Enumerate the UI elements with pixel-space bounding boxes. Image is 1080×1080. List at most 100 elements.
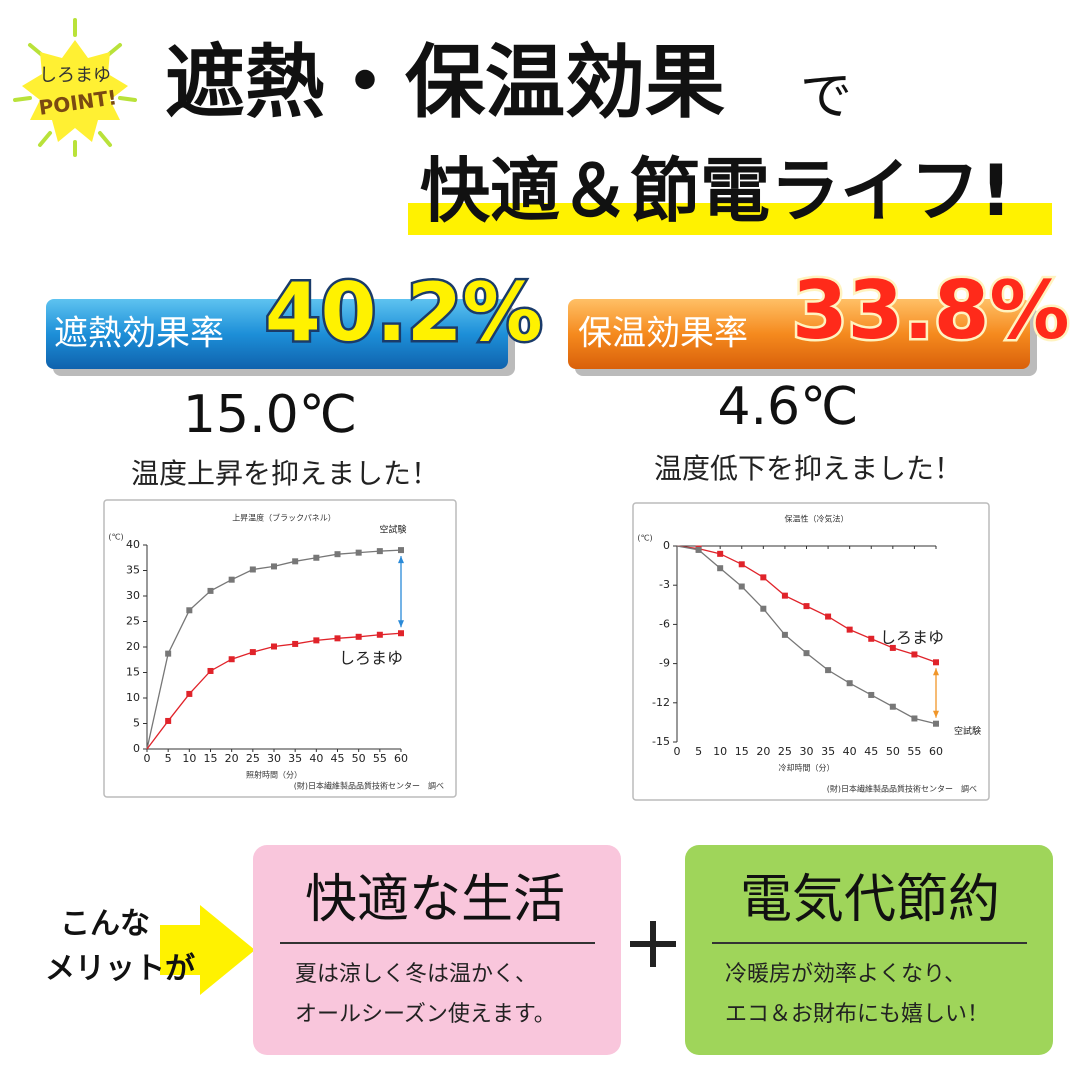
banner-bg [568,299,1030,369]
merit-text: 夏は涼しく冬は温かく、 [295,962,537,987]
point [376,631,383,638]
merit-box [253,845,621,1055]
point [933,720,939,727]
point [933,659,939,666]
stat-value: 40.2% [265,266,543,359]
point [207,667,214,674]
x-tick-label: 40 [309,752,323,765]
chart: 上昇温度（ブラックパネル） (℃) 0 5 10 15 20 25 30 35 40 0 5 10 15 20… [103,499,457,798]
stat-label: 保温効果率 [578,314,748,354]
y-tick-label: 30 [126,589,140,602]
x-tick-label: 55 [907,745,921,758]
charts: 上昇温度（ブラックパネル） (℃) 0 5 10 15 20 25 30 35 40 0 5 10 15 20… [103,499,990,801]
headline-main: 遮熱・保温効果 [165,36,725,129]
x-axis-label: 冷却時間（分） [779,763,835,773]
merit-lead: こんな [60,907,150,942]
arrow-head [398,556,404,564]
point [355,549,362,556]
point [889,703,896,710]
stat-value: 33.8% [792,264,1070,357]
point [889,644,896,651]
point [313,637,320,644]
x-tick-label: 35 [821,745,835,758]
y-tick-label: 15 [126,666,140,679]
y-tick-label: 10 [126,691,140,704]
y-tick-label: -12 [652,696,670,709]
arrow-head [933,668,939,676]
merit-title: 快適な生活 [305,870,565,930]
point [738,583,745,590]
x-tick-label: 25 [246,752,260,765]
series-label: しろまゆ [880,628,944,647]
x-tick-label: 15 [204,752,218,765]
x-tick-label: 25 [778,745,792,758]
point [868,691,875,698]
y-tick-label: 20 [126,640,140,653]
point [738,561,745,568]
arrow-head [933,710,939,718]
badge-star [22,40,128,142]
point [760,605,767,612]
y-tick-label: 0 [663,539,670,552]
point [717,565,724,572]
x-tick-label: 55 [373,752,387,765]
merit-title: 電気代節約 [740,870,1000,930]
point [760,574,767,581]
y-tick-label: -6 [659,617,670,630]
arrow-head [398,620,404,628]
chart-frame [103,499,457,798]
x-tick-label: 0 [674,745,681,758]
arrow [160,905,255,995]
stat-difference: 4.6℃ [717,377,858,437]
y-tick-label: -9 [659,657,670,670]
headline-particle: で [800,67,852,127]
plus-sign [630,921,676,967]
point [781,631,788,638]
stat-banner: 遮熱効果率 40.2% [46,263,545,376]
x-tick-label: 15 [735,745,749,758]
series-label: 空試験 [954,725,981,737]
x-tick-label: 10 [182,752,196,765]
x-tick-label: 45 [331,752,345,765]
point [165,717,172,724]
point [228,576,235,583]
point [911,651,918,658]
point [249,649,256,656]
banner-bg [46,299,508,369]
y-axis-label: (℃) [108,533,123,542]
point [186,690,193,697]
chart-title: 保温性（冷気法） [785,514,849,524]
point [186,607,193,614]
stat-label: 遮熱効果率 [54,314,224,354]
point [803,603,810,610]
merit-box [685,845,1053,1055]
badge-top: しろまゆ [39,65,111,86]
x-tick-label: 10 [713,745,727,758]
x-tick-label: 50 [352,752,366,765]
chart-frame [632,502,990,801]
x-tick-label: 5 [165,752,172,765]
y-tick-label: 25 [126,615,140,628]
y-tick-label: -15 [652,735,670,748]
point [695,546,702,553]
x-tick-label: 0 [144,752,151,765]
x-tick-label: 30 [800,745,814,758]
x-tick-label: 30 [267,752,281,765]
x-tick-label: 20 [225,752,239,765]
x-tick-label: 40 [843,745,857,758]
point [165,650,172,657]
y-tick-label: 35 [126,564,140,577]
merit-lead: メリットが [45,952,195,987]
x-tick-label: 5 [695,745,702,758]
point [717,550,724,557]
point [825,613,832,620]
x-tick-label: 20 [756,745,770,758]
point [376,548,383,555]
point [803,650,810,657]
x-tick-label: 50 [886,745,900,758]
point [846,626,853,633]
source-note: (財)日本繊維製品品質技術センター 調べ [294,781,444,791]
point [271,563,277,570]
point [292,558,299,565]
